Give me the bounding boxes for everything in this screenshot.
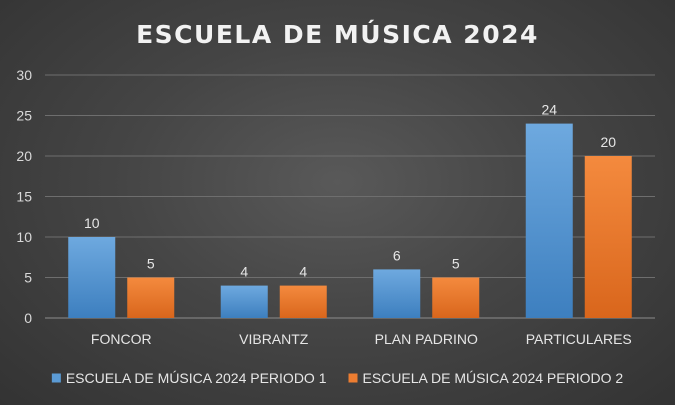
data-label: 20 xyxy=(600,134,616,150)
bar-1 xyxy=(373,269,421,318)
data-label: 10 xyxy=(84,215,100,231)
y-axis: 0 5 10 15 20 25 30 xyxy=(16,67,32,326)
y-tick-label: 30 xyxy=(16,67,32,83)
data-label: 6 xyxy=(393,247,401,263)
y-tick-label: 0 xyxy=(24,310,32,326)
y-tick-label: 5 xyxy=(24,270,32,286)
bar-2 xyxy=(584,156,632,318)
legend-label: ESCUELA DE MÚSICA 2024 PERIODO 2 xyxy=(363,370,624,386)
data-labels: 10 5 4 4 6 5 24 20 xyxy=(84,102,616,280)
legend-label: ESCUELA DE MÚSICA 2024 PERIODO 1 xyxy=(66,370,327,386)
legend-swatch xyxy=(51,373,61,383)
bar-1 xyxy=(525,123,573,318)
chart-title: ESCUELA DE MÚSICA 2024 xyxy=(136,19,539,49)
category-label: PARTICULARES xyxy=(526,331,632,347)
data-label: 4 xyxy=(299,264,307,280)
bar-1 xyxy=(68,237,116,318)
data-label: 5 xyxy=(147,256,155,272)
y-tick-label: 25 xyxy=(16,108,32,124)
data-label: 24 xyxy=(541,102,557,118)
category-label: VIBRANTZ xyxy=(239,331,309,347)
bar-2 xyxy=(279,285,327,318)
legend: ESCUELA DE MÚSICA 2024 PERIODO 1 ESCUELA … xyxy=(51,370,624,386)
bar-2 xyxy=(432,277,480,318)
category-label: FONCOR xyxy=(91,331,152,347)
data-label: 4 xyxy=(240,264,248,280)
bars xyxy=(68,123,632,318)
data-label: 5 xyxy=(452,256,460,272)
bar-2 xyxy=(127,277,175,318)
y-tick-label: 15 xyxy=(16,189,32,205)
legend-swatch xyxy=(348,373,358,383)
bar-1 xyxy=(220,285,268,318)
y-tick-label: 10 xyxy=(16,229,32,245)
x-axis: FONCOR VIBRANTZ PLAN PADRINO PARTICULARES xyxy=(91,331,632,347)
y-tick-label: 20 xyxy=(16,148,32,164)
category-label: PLAN PADRINO xyxy=(375,331,478,347)
